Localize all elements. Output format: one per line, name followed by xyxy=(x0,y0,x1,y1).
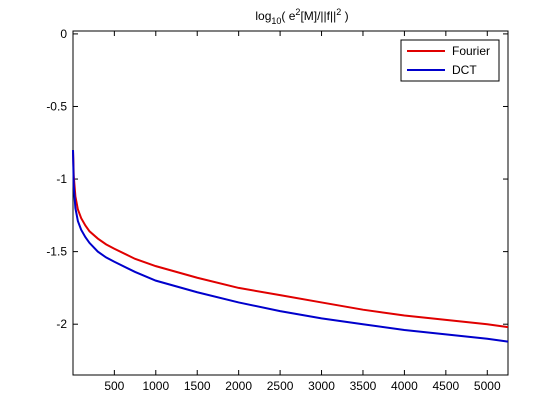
y-axis-ticks: 0 -0.5 -1 -1.5 -2 xyxy=(46,27,508,331)
x-tick-label: 2000 xyxy=(225,379,252,393)
y-tick-label: -2 xyxy=(56,317,67,331)
y-tick-label: 0 xyxy=(60,27,67,41)
title-mid: [M]/||f|| xyxy=(300,9,336,23)
x-tick-label: 4500 xyxy=(432,379,459,393)
x-tick-label: 4000 xyxy=(391,379,418,393)
title-sub: 10 xyxy=(271,16,281,26)
x-tick-label: 1000 xyxy=(142,379,169,393)
x-tick-label: 2500 xyxy=(267,379,294,393)
chart-title: log10( e2[M]/||f||2 ) xyxy=(255,7,348,26)
x-tick-label: 5000 xyxy=(474,379,501,393)
legend-box xyxy=(400,39,500,82)
y-tick-label: -1 xyxy=(56,172,67,186)
y-tick-label: -0.5 xyxy=(46,99,67,113)
title-sup1: 2 xyxy=(295,7,300,17)
series-line-fourier xyxy=(72,149,509,329)
title-sup2: 2 xyxy=(336,7,341,17)
x-axis-ticks: 500 1000 1500 2000 2500 3000 3500 4000 4500 5000 xyxy=(104,31,501,393)
x-tick-label: 500 xyxy=(104,379,124,393)
plot-area xyxy=(72,30,509,376)
legend-label-dct: DCT xyxy=(452,63,477,77)
y-tick-label: -1.5 xyxy=(46,245,67,259)
title-log: log xyxy=(255,9,271,23)
title-paren-open: ( e xyxy=(281,9,295,23)
legend-label-fourier: Fourier xyxy=(452,44,490,58)
title-paren-close: ) xyxy=(341,9,348,23)
series-line-dct xyxy=(72,149,509,343)
series-lines xyxy=(72,149,509,343)
legend: Fourier DCT xyxy=(400,39,500,82)
x-tick-label: 3500 xyxy=(350,379,377,393)
x-tick-label: 1500 xyxy=(184,379,211,393)
x-tick-label: 3000 xyxy=(308,379,335,393)
